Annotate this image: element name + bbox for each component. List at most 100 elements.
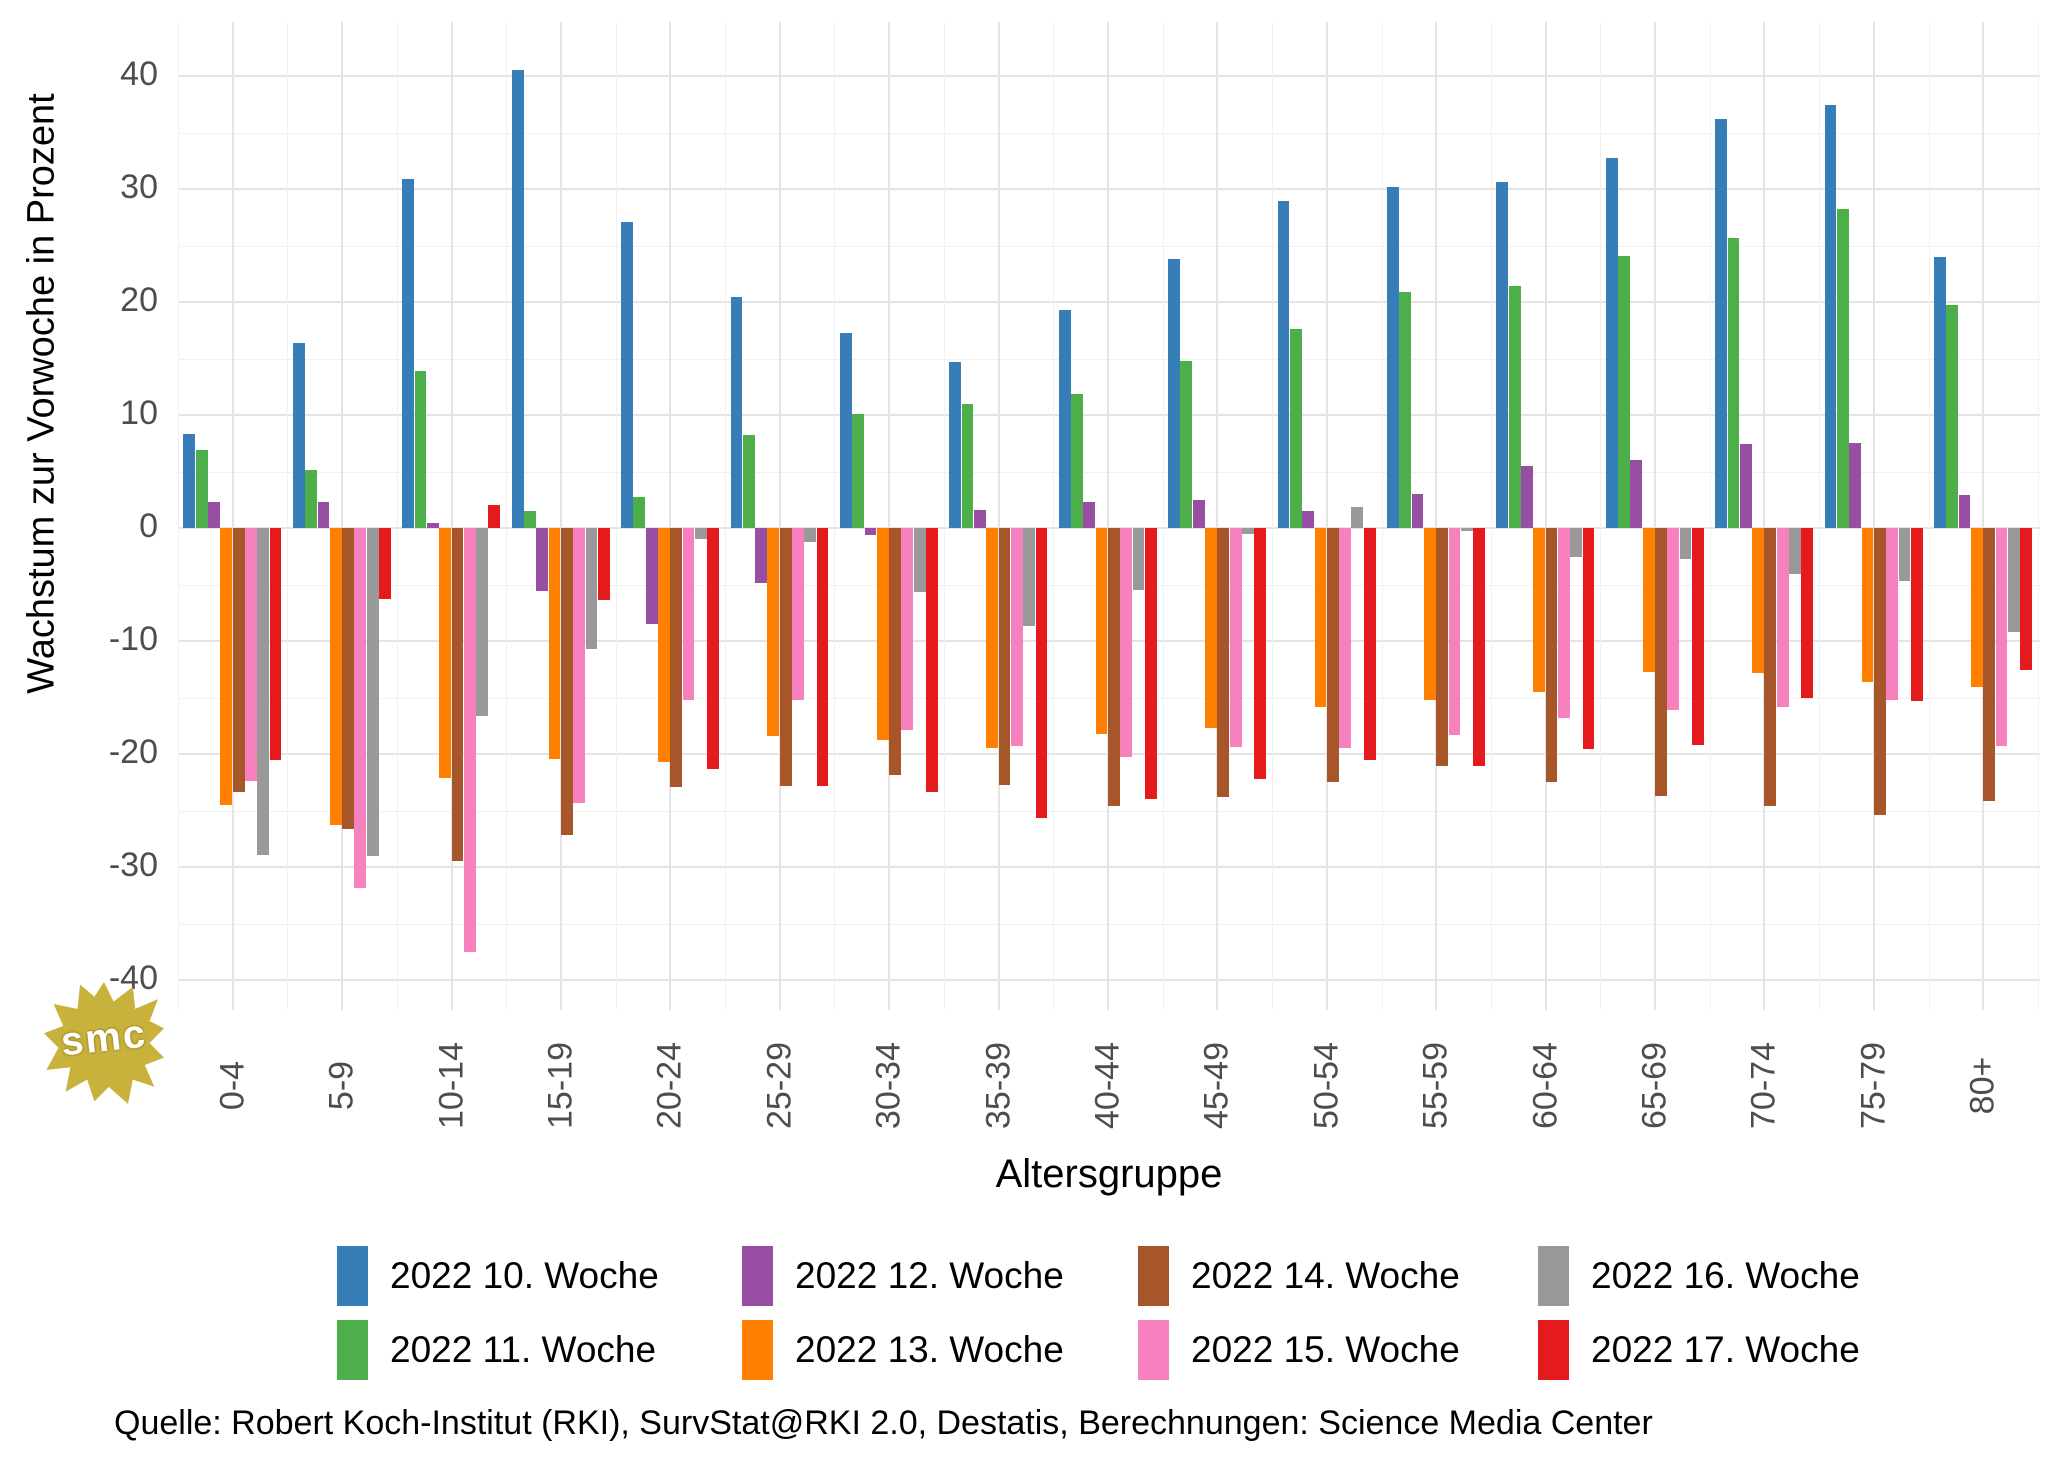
legend-label: 2022 14. Woche — [1191, 1255, 1460, 1296]
gridline-v-minor — [834, 22, 836, 1010]
bar-2022-13-woche-5-9 — [329, 528, 342, 826]
bar-2022-15-woche-75-79 — [1886, 528, 1898, 700]
bar-2022-15-woche-20-24 — [682, 528, 695, 700]
bar-2022-11-woche-35-39 — [961, 403, 974, 528]
bar-2022-14-woche-40-44 — [1108, 528, 1120, 806]
bar-2022-16-woche-40-44 — [1132, 528, 1145, 591]
bar-2022-16-woche-5-9 — [366, 528, 379, 856]
bar-2022-14-woche-55-59 — [1436, 528, 1449, 767]
bar-2022-10-woche-15-19 — [511, 70, 524, 528]
bar-2022-15-woche-15-19 — [573, 528, 586, 803]
gridline-h-minor — [178, 358, 2040, 360]
gridline-h-minor — [178, 132, 2040, 134]
legend-label: 2022 10. Woche — [390, 1255, 659, 1296]
bar-2022-16-woche-55-59 — [1460, 528, 1473, 532]
bar-2022-11-woche-40-44 — [1071, 393, 1083, 528]
bar-2022-15-woche-5-9 — [354, 528, 367, 889]
y-axis-tick-label: 10 — [120, 394, 158, 432]
gridline-v-minor — [1928, 22, 1930, 1010]
legend-item-2022-17-woche: 2022 17. Woche — [1538, 1320, 1860, 1380]
x-axis-tick-label: 80+ — [1963, 1056, 2002, 1115]
bar-2022-15-woche-45-49 — [1229, 528, 1242, 748]
legend-swatch — [1138, 1320, 1169, 1380]
y-axis-tick-label: -30 — [108, 846, 158, 884]
bar-2022-13-woche-30-34 — [876, 528, 889, 741]
gridline-v-major — [1872, 22, 1875, 1010]
bar-2022-11-woche-80+ — [1946, 305, 1959, 528]
gridline-h-minor — [178, 245, 2040, 247]
gridline-v-major — [997, 22, 1000, 1010]
gridline-v-major — [1982, 22, 1985, 1010]
gridline-h-major — [178, 75, 2040, 77]
bar-2022-13-woche-35-39 — [986, 528, 999, 749]
x-axis-tick-label: 0-4 — [213, 1060, 252, 1111]
gridline-h-major — [178, 866, 2040, 868]
bar-2022-15-woche-55-59 — [1448, 528, 1461, 735]
gridline-v-major — [1544, 22, 1547, 1010]
smc-watermark: smc — [44, 982, 164, 1104]
gridline-v-major — [778, 22, 781, 1010]
legend-swatch — [1138, 1246, 1169, 1306]
legend-label: 2022 12. Woche — [795, 1255, 1064, 1296]
legend-swatch — [337, 1246, 368, 1306]
bar-2022-17-woche-25-29 — [816, 528, 829, 786]
x-axis-tick-label: 35-39 — [979, 1042, 1018, 1129]
gridline-v-minor — [506, 22, 508, 1010]
bar-2022-14-woche-0-4 — [232, 528, 245, 793]
y-axis-tick-label: 0 — [139, 507, 158, 545]
legend-item-2022-14-woche: 2022 14. Woche — [1138, 1246, 1460, 1306]
legend-swatch — [1538, 1246, 1569, 1306]
bar-2022-12-woche-55-59 — [1411, 494, 1424, 528]
bar-2022-16-woche-65-69 — [1679, 528, 1692, 559]
gridline-h-major — [178, 301, 2040, 303]
bar-2022-13-woche-80+ — [1970, 528, 1983, 688]
bar-2022-15-woche-0-4 — [245, 528, 257, 782]
gridline-v-major — [1107, 22, 1109, 1010]
x-axis-tick-label: 45-49 — [1197, 1042, 1236, 1129]
bar-2022-14-woche-5-9 — [342, 528, 354, 829]
bar-2022-17-woche-35-39 — [1035, 528, 1048, 819]
bar-2022-12-woche-50-54 — [1302, 511, 1314, 528]
bar-2022-12-woche-10-14 — [426, 523, 439, 528]
bar-2022-10-woche-75-79 — [1824, 105, 1837, 528]
legend-item-2022-10-woche: 2022 10. Woche — [337, 1246, 659, 1306]
bar-2022-11-woche-55-59 — [1399, 291, 1412, 528]
legend-label: 2022 17. Woche — [1591, 1329, 1860, 1370]
gridline-v-major — [1763, 22, 1766, 1010]
bar-2022-14-woche-80+ — [1983, 528, 1996, 802]
x-axis-tick-label: 25-29 — [760, 1042, 799, 1129]
bar-2022-11-woche-70-74 — [1727, 237, 1740, 528]
legend-item-2022-15-woche: 2022 15. Woche — [1138, 1320, 1460, 1380]
bar-2022-14-woche-30-34 — [889, 528, 901, 776]
legend-item-2022-11-woche: 2022 11. Woche — [337, 1320, 656, 1380]
bar-2022-17-woche-70-74 — [1801, 528, 1814, 698]
bar-2022-13-woche-50-54 — [1314, 528, 1327, 707]
legend-swatch — [742, 1246, 773, 1306]
gridline-v-major — [450, 22, 453, 1010]
bar-2022-11-woche-10-14 — [414, 370, 427, 528]
bar-2022-16-woche-30-34 — [913, 528, 926, 593]
bar-2022-10-woche-60-64 — [1496, 182, 1509, 528]
bar-2022-10-woche-40-44 — [1058, 309, 1071, 528]
bar-2022-16-woche-70-74 — [1789, 528, 1801, 575]
legend-swatch — [742, 1320, 773, 1380]
x-axis-tick-label: 65-69 — [1635, 1042, 1674, 1129]
legend-swatch — [1538, 1320, 1569, 1380]
bar-2022-17-woche-40-44 — [1144, 528, 1157, 800]
legend-label: 2022 15. Woche — [1191, 1329, 1460, 1370]
bar-2022-11-woche-15-19 — [524, 511, 536, 528]
bar-2022-11-woche-50-54 — [1289, 329, 1302, 528]
gridline-v-minor — [615, 22, 617, 1010]
gridline-v-major — [231, 22, 234, 1010]
bar-2022-17-woche-30-34 — [926, 528, 938, 793]
x-axis-tick-label: 70-74 — [1744, 1042, 1783, 1129]
bar-2022-14-woche-25-29 — [779, 528, 792, 786]
bar-2022-12-woche-75-79 — [1849, 443, 1862, 528]
bar-2022-12-woche-30-34 — [864, 528, 877, 535]
bar-2022-12-woche-5-9 — [317, 502, 330, 528]
gridline-v-major — [1654, 22, 1657, 1010]
bar-2022-15-woche-30-34 — [901, 528, 914, 731]
bar-2022-13-woche-10-14 — [439, 528, 452, 778]
bar-2022-17-woche-50-54 — [1363, 528, 1376, 760]
bar-2022-10-woche-70-74 — [1715, 118, 1728, 528]
